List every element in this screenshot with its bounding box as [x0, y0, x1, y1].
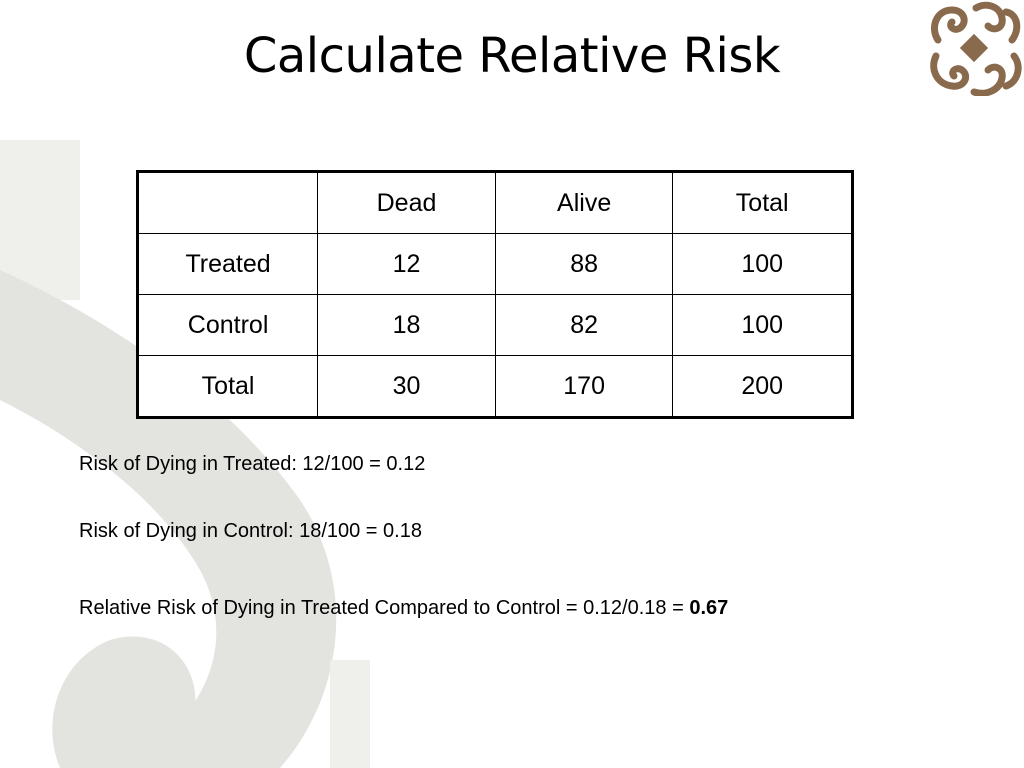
table-cell: 82 — [494, 294, 674, 356]
table-cell: Total — [136, 355, 319, 418]
table-cell: 100 — [672, 294, 853, 356]
relative-risk-value: 0.67 — [689, 597, 729, 619]
relative-risk-text: Relative Risk of Dying in Treated Compar… — [79, 597, 690, 619]
background-swirl-decoration — [0, 140, 370, 768]
table-header-cell: Total — [672, 171, 853, 234]
table-row: Control 18 82 100 — [136, 294, 853, 356]
contingency-table: Dead Alive Total Treated 12 88 100 Contr… — [136, 170, 854, 419]
table-header-cell — [136, 171, 319, 234]
table-cell: 88 — [494, 233, 674, 295]
table-row: Treated 12 88 100 — [136, 233, 853, 295]
treated-risk-text: Risk of Dying in Treated: 12/100 = 0.12 — [79, 453, 426, 475]
table-cell: 100 — [672, 233, 853, 295]
table-cell: Control — [136, 294, 319, 356]
table-cell: 18 — [317, 294, 496, 356]
relative-risk-line: Relative Risk of Dying in Treated Compar… — [79, 597, 728, 620]
table-cell: 200 — [672, 355, 853, 418]
table-header-row: Dead Alive Total — [136, 171, 853, 234]
table-row: Total 30 170 200 — [136, 355, 853, 418]
table-cell: 30 — [317, 355, 496, 418]
table-cell: 12 — [317, 233, 496, 295]
control-risk-text: Risk of Dying in Control: 18/100 = 0.18 — [79, 520, 422, 542]
table-header-cell: Alive — [494, 171, 674, 234]
table-header-cell: Dead — [317, 171, 496, 234]
slide-title: Calculate Relative Risk — [243, 28, 781, 84]
table-cell: Treated — [136, 233, 319, 295]
table-cell: 170 — [494, 355, 674, 418]
corner-ornament-logo — [930, 1, 1022, 96]
